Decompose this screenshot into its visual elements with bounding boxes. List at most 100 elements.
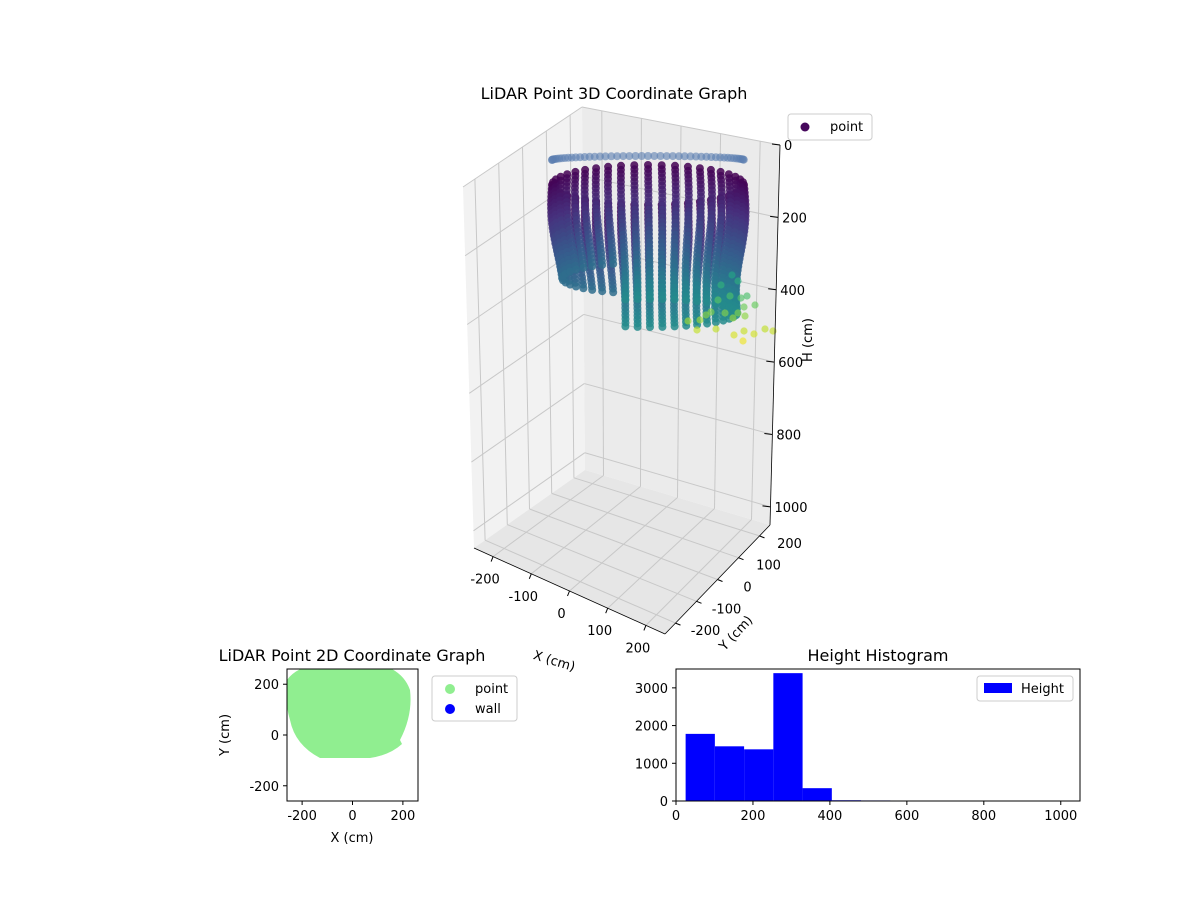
grid-line-y-left xyxy=(474,178,486,541)
tick-label-z: 1000 xyxy=(774,501,807,516)
point-marker xyxy=(662,152,671,161)
point-marker xyxy=(656,152,665,160)
tick-label-z: 400 xyxy=(780,284,805,299)
tick-label-x: 600 xyxy=(894,809,919,824)
grid-line-z-back xyxy=(583,313,775,363)
point-marker xyxy=(644,152,652,160)
grid-line-z-left xyxy=(462,106,583,188)
tick-label-x: -100 xyxy=(509,590,539,605)
legend-label-wall: wall xyxy=(475,702,501,717)
axis-line-y xyxy=(664,524,771,635)
grid-line-y-left xyxy=(498,162,508,525)
grid-line-z-back xyxy=(584,452,771,508)
point-marker xyxy=(682,296,691,305)
point-marker xyxy=(588,262,597,271)
tick-label-y: 2000 xyxy=(635,720,668,735)
point-marker xyxy=(631,152,640,160)
point-marker xyxy=(693,297,702,306)
point-marker xyxy=(714,296,722,304)
point-marker xyxy=(625,152,634,161)
point-marker xyxy=(621,322,630,331)
grid-line-x-back xyxy=(677,125,682,498)
point-marker xyxy=(601,152,610,161)
point-marker xyxy=(646,295,654,303)
tick-mark-z xyxy=(768,288,777,291)
point-marker xyxy=(737,294,745,302)
point-marker xyxy=(670,295,679,304)
histogram-bar xyxy=(685,733,715,801)
point-marker xyxy=(743,292,751,300)
point-marker xyxy=(729,314,737,322)
tick-mark-x xyxy=(643,625,647,631)
tick-mark-z xyxy=(762,505,771,508)
point-marker xyxy=(721,309,729,317)
grid-line-x-back xyxy=(751,141,761,520)
tick-label-x: -200 xyxy=(470,573,500,588)
tick-label-x: 0 xyxy=(557,607,565,622)
point-marker xyxy=(761,325,769,333)
xlabel-3d: X (cm) xyxy=(531,648,577,675)
tick-label-y: -200 xyxy=(249,780,279,795)
plot-histogram: 0 200 400 600 800 1000 0 1000 2000 3000 Height Hi… xyxy=(635,646,1081,824)
plot-2d: -200 0 200 -200 0 200 LiDAR Point 2D Coordina… xyxy=(218,646,518,846)
point-marker xyxy=(668,152,677,161)
tick-mark-y xyxy=(696,600,702,604)
tick-label-z: 600 xyxy=(778,356,803,371)
point-marker xyxy=(598,287,607,296)
point-marker xyxy=(711,318,720,327)
legend-histogram: Height xyxy=(976,675,1074,702)
legend-label-height: Height xyxy=(1021,682,1064,697)
point-marker xyxy=(637,152,646,160)
point-marker xyxy=(739,155,748,164)
point-marker xyxy=(717,281,725,289)
ticks-histogram: 0 200 400 600 800 1000 0 1000 2000 3000 xyxy=(635,682,1077,824)
point-marker xyxy=(703,298,712,307)
tick-mark-z xyxy=(771,143,781,146)
tick-mark-z xyxy=(766,360,775,363)
point-marker xyxy=(572,265,580,274)
grid-line-z-back xyxy=(581,106,781,146)
scatter-points-2d xyxy=(287,669,411,758)
point-marker xyxy=(693,326,701,334)
legend-2d: point wall xyxy=(431,675,518,722)
point-marker xyxy=(696,316,704,324)
tick-mark-z xyxy=(764,433,773,436)
tick-mark-y xyxy=(717,579,723,582)
histogram-bar xyxy=(744,749,774,801)
point-marker xyxy=(740,327,748,335)
tick-label-x: 200 xyxy=(741,809,766,824)
ticks-2d: -200 0 200 -200 0 200 xyxy=(249,678,415,824)
grid-line-y xyxy=(484,539,676,624)
axis-line-x xyxy=(473,547,666,635)
tick-label-x: 100 xyxy=(587,624,612,639)
legend-3d: point xyxy=(787,113,873,141)
grid-line-z-left xyxy=(473,452,586,532)
tick-label-y: 1000 xyxy=(635,757,668,772)
legend-label-point: point xyxy=(475,682,508,697)
tick-label-x: 200 xyxy=(625,641,650,656)
ylabel-3d: Y (cm) xyxy=(716,613,756,655)
grid-line-y xyxy=(507,524,697,602)
title-histogram: Height Histogram xyxy=(808,646,949,665)
tick-label-x: 200 xyxy=(390,809,415,824)
grid-line-y-left xyxy=(522,146,530,510)
tick-mark-x xyxy=(528,573,532,579)
tick-label-y: 100 xyxy=(756,559,781,574)
legend-swatch-height xyxy=(984,683,1012,693)
point-marker xyxy=(680,152,689,161)
grid-line-z-left xyxy=(471,383,585,463)
tick-label-x: 0 xyxy=(348,809,356,824)
tick-label-y: 3000 xyxy=(635,682,668,697)
grid-line-y xyxy=(551,492,739,559)
legend-marker-point xyxy=(445,684,455,694)
tick-label-y: 200 xyxy=(254,678,279,693)
point-marker xyxy=(684,317,692,325)
point-marker xyxy=(670,322,679,331)
tick-label-y: 0 xyxy=(743,581,751,596)
point-marker xyxy=(579,284,588,293)
tick-label-x: 800 xyxy=(971,809,996,824)
point-marker xyxy=(646,323,654,331)
grid-line-x-back xyxy=(640,118,642,487)
tick-mark-x xyxy=(567,590,570,597)
